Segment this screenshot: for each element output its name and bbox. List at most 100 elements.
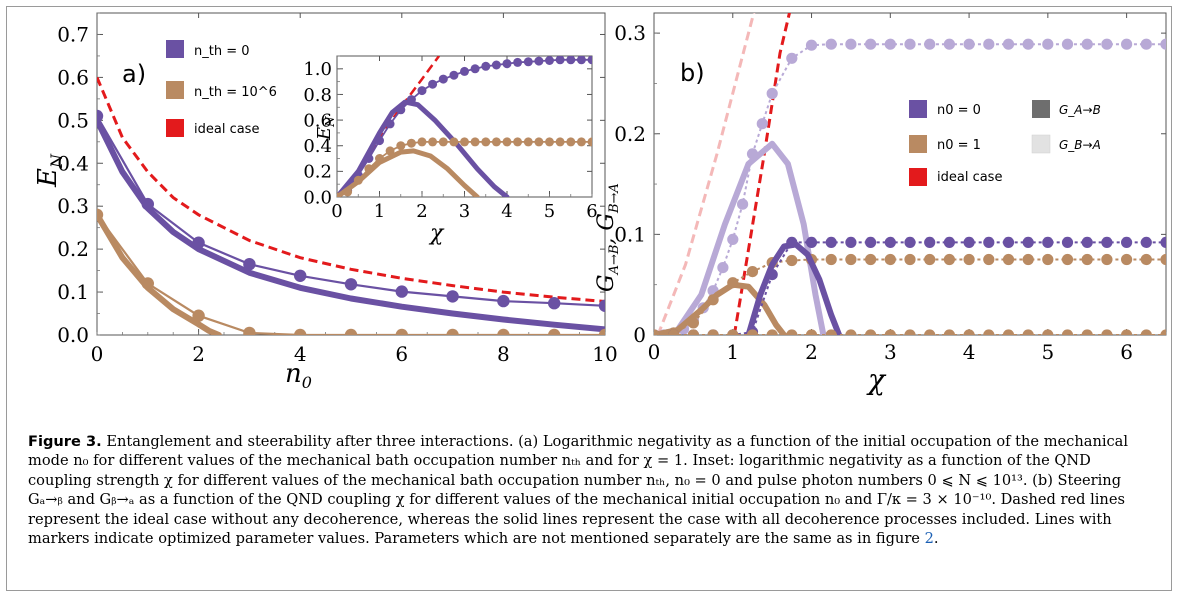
x-tick-label: 3 <box>884 340 897 364</box>
data-point <box>337 192 342 197</box>
data-point <box>727 233 739 245</box>
data-point <box>566 137 576 147</box>
y-tick-label: 0.3 <box>57 194 89 218</box>
data-point <box>1042 329 1054 335</box>
data-point <box>438 137 448 147</box>
data-point <box>344 328 358 335</box>
data-point <box>385 119 395 129</box>
data-point <box>353 175 363 185</box>
data-point <box>406 95 416 105</box>
data-point <box>1081 236 1093 248</box>
data-point <box>1121 329 1133 335</box>
data-point <box>1022 329 1034 335</box>
data-point <box>1081 38 1093 50</box>
data-point <box>460 66 469 76</box>
data-point <box>192 309 205 322</box>
panel-a-xlabel: n0 <box>285 359 312 392</box>
data-point <box>598 299 605 312</box>
data-point <box>1022 38 1034 50</box>
legend-label-gab: G_A→B <box>1059 103 1101 117</box>
data-point <box>576 56 586 65</box>
data-point <box>545 56 554 65</box>
data-point <box>943 38 956 50</box>
data-point <box>1101 253 1113 266</box>
data-point <box>243 258 256 271</box>
x-tick-label: 4 <box>963 340 976 364</box>
data-point <box>548 297 561 310</box>
x-tick-label: 0 <box>648 340 661 364</box>
caption-end: . <box>933 530 939 548</box>
x-tick-label: 4 <box>294 342 307 366</box>
legend-item-n00: n0 = 0 <box>909 100 981 118</box>
figure-3: 0 2 4 6 8 100.00.10.20.30.40.50.60.7 a) n0 EN… <box>33 12 1167 396</box>
data-point <box>1160 38 1166 50</box>
y-tick-label: 0.5 <box>57 108 89 132</box>
data-point <box>1140 236 1152 248</box>
data-point <box>845 253 857 266</box>
data-point <box>924 253 936 266</box>
data-point <box>1042 253 1054 266</box>
data-point <box>449 137 459 147</box>
data-point <box>983 236 995 248</box>
data-point <box>1002 38 1015 50</box>
data-point <box>192 236 205 249</box>
data-point <box>924 236 936 248</box>
data-point <box>502 137 512 147</box>
legend-label-ideal-a: ideal case <box>194 122 259 137</box>
data-point <box>766 269 778 281</box>
y-tick-label: 0.7 <box>57 22 89 46</box>
data-point <box>805 39 818 51</box>
series-line-dashed <box>656 13 756 335</box>
data-point <box>141 277 154 290</box>
legend-item-n01: n0 = 1 <box>909 135 981 153</box>
data-point <box>687 317 700 329</box>
data-point <box>598 328 605 335</box>
data-point <box>1061 38 1074 50</box>
data-point <box>460 137 469 147</box>
data-point <box>963 236 975 248</box>
data-point <box>707 294 719 306</box>
data-point <box>576 137 586 147</box>
data-point <box>1121 253 1133 266</box>
data-point <box>766 329 778 335</box>
data-point <box>1121 38 1133 50</box>
data-point <box>983 38 995 50</box>
data-point <box>1101 329 1113 335</box>
panel-a-ylabel: EN <box>33 153 66 188</box>
data-point <box>1061 253 1074 266</box>
data-point <box>943 253 956 266</box>
data-point <box>545 137 554 147</box>
figure-link[interactable]: 2 <box>924 530 934 548</box>
data-point <box>805 236 818 248</box>
y-tick-label: 0.0 <box>57 323 89 347</box>
data-point <box>513 137 523 147</box>
data-point <box>865 38 877 50</box>
y-tick-label: 1.0 <box>303 59 332 80</box>
data-point <box>491 137 501 147</box>
data-point <box>1101 38 1113 50</box>
panel-b-legend: n0 = 0 n0 = 1 ideal case G_A→B G_B→A <box>909 100 1101 186</box>
data-point <box>825 236 837 248</box>
legend-label-n00: n0 = 0 <box>937 103 981 118</box>
panel-b: 0 1 2 3 4 5 6 0 0.1 0.2 0.3 b) χ GA→B, GB→A n0 = 0… <box>594 12 1167 396</box>
data-point <box>687 329 699 335</box>
data-point <box>884 329 896 335</box>
data-point <box>865 253 877 266</box>
caption-label: Figure 3. <box>28 433 102 450</box>
data-point <box>470 64 480 74</box>
data-point <box>438 74 448 84</box>
data-point <box>1022 253 1034 266</box>
data-point <box>924 38 936 50</box>
data-point <box>884 38 896 50</box>
data-point <box>470 137 480 147</box>
data-point <box>243 326 256 335</box>
data-point <box>513 57 523 67</box>
x-tick-label: 5 <box>544 201 555 222</box>
data-point <box>375 136 384 146</box>
data-point <box>566 56 576 65</box>
y-tick-label: 0.8 <box>303 85 332 106</box>
legend-item-nth1e6: n_th = 10^6 <box>166 81 277 100</box>
data-point <box>587 56 592 65</box>
data-point <box>904 38 916 50</box>
y-tick-label: 0.1 <box>57 280 89 304</box>
